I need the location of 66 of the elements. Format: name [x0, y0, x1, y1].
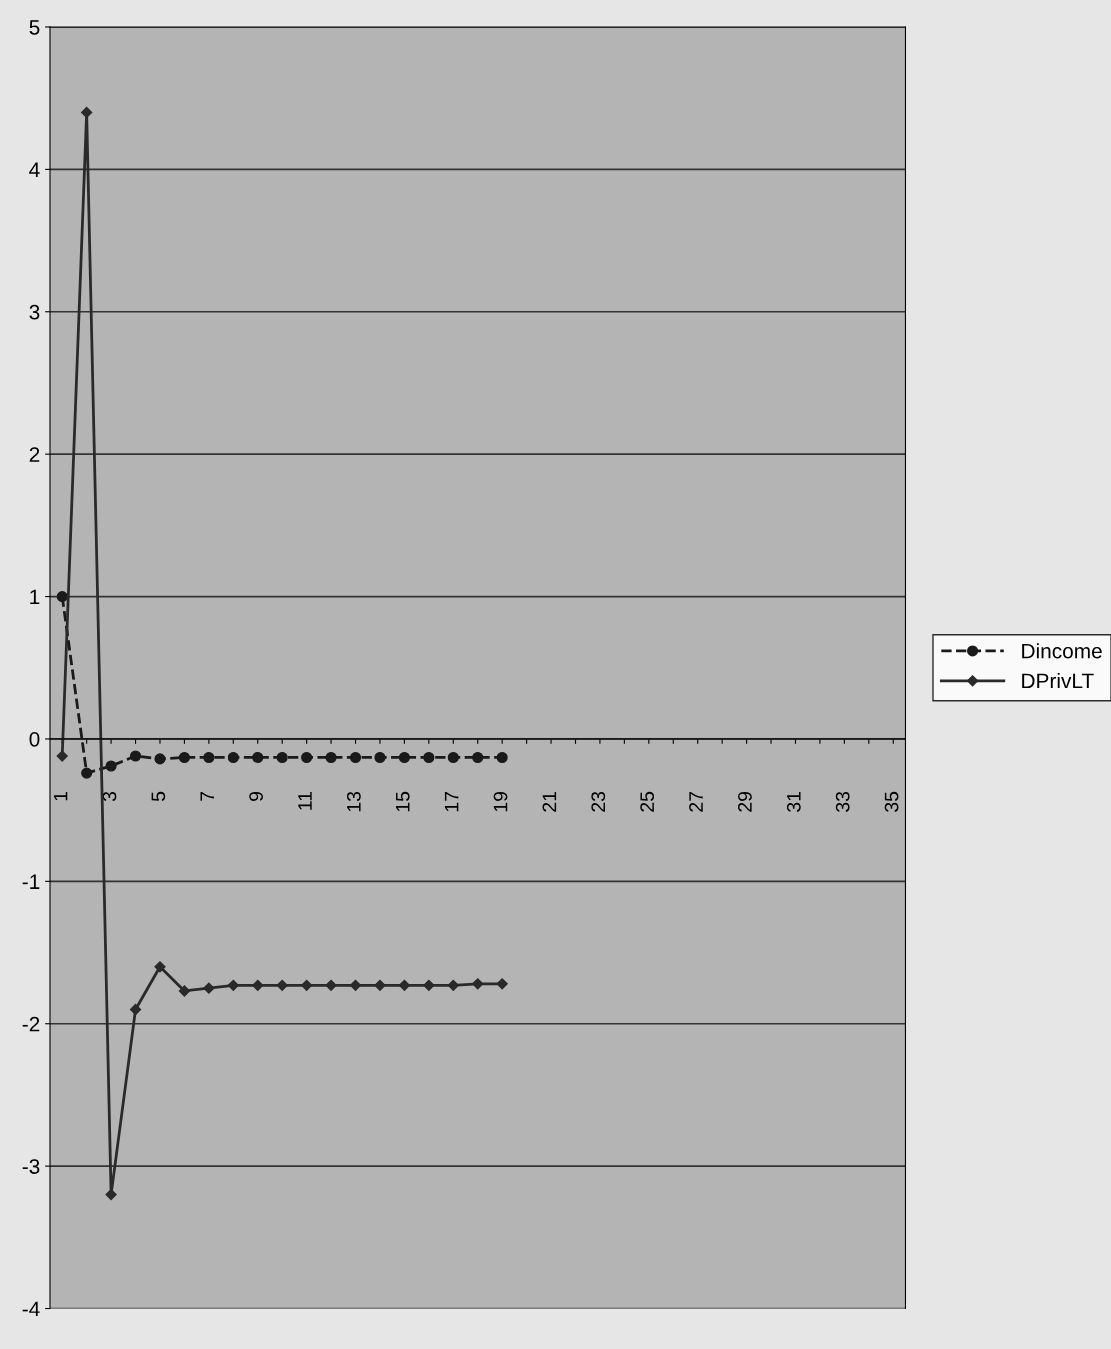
y-tick-label: -3: [22, 1159, 40, 1174]
point: [349, 751, 362, 764]
point: [301, 979, 313, 991]
point: [227, 751, 239, 764]
point: [423, 751, 435, 764]
point: [81, 767, 93, 779]
y-tick-label: 5: [29, 20, 40, 35]
point: [447, 979, 459, 991]
point: [447, 751, 459, 764]
x-tick-label: 35: [884, 791, 899, 812]
y-tick-label: 3: [29, 304, 40, 320]
point: [301, 751, 313, 764]
x-tick-label: 9: [249, 791, 263, 801]
x-tick-label: 7: [200, 792, 214, 801]
point: [496, 751, 508, 764]
point: [398, 751, 410, 764]
x-tick-label: 17: [444, 792, 459, 812]
x-tick-label: 15: [396, 791, 410, 812]
point: [472, 978, 484, 990]
y-tick-label: 4: [29, 162, 40, 177]
point: [496, 978, 508, 990]
point: [252, 751, 264, 764]
y-tick-label: -4: [22, 1301, 40, 1317]
point: [374, 979, 386, 991]
point: [154, 961, 166, 973]
point: [178, 985, 191, 997]
point: [178, 751, 190, 764]
point: [105, 1189, 117, 1201]
x-tick-label: 33: [835, 791, 850, 812]
point: [56, 750, 68, 762]
point: [227, 979, 239, 991]
x-tick-label: 1: [53, 791, 68, 801]
point: [325, 979, 337, 991]
point: [56, 591, 68, 603]
y-tick-label: 2: [29, 447, 40, 462]
x-tick-label: 11: [298, 791, 312, 810]
point: [349, 979, 362, 991]
y-tick-label: 0: [29, 731, 40, 747]
x-tick-label: 19: [493, 791, 508, 812]
y-tick-label: -1: [22, 874, 40, 889]
x-tick-label: 21: [542, 791, 557, 812]
x-tick-label: 29: [738, 791, 752, 812]
x-tick-label: 13: [346, 791, 361, 812]
point: [276, 751, 288, 764]
point: [203, 982, 215, 994]
point: [203, 751, 215, 764]
y-tick-label: 1: [30, 589, 40, 605]
point: [325, 751, 337, 764]
point: [423, 979, 435, 991]
x-tick-label: 31: [786, 791, 801, 812]
legend-label: DPrivLT: [1022, 672, 1094, 689]
x-tick-label: 3: [102, 791, 117, 802]
point: [374, 751, 386, 764]
legend-label: Dincome: [1022, 643, 1102, 659]
point: [129, 750, 142, 762]
x-tick-label: 5: [151, 791, 166, 802]
x-tick-label: 23: [591, 791, 606, 812]
point: [154, 753, 166, 765]
point: [252, 979, 264, 991]
x-tick-label: 25: [640, 791, 655, 812]
point: [129, 1003, 142, 1016]
point: [472, 751, 484, 764]
y-tick-label: -2: [22, 1016, 40, 1032]
point: [276, 979, 288, 991]
point: [105, 760, 117, 772]
x-tick-label: 27: [689, 792, 703, 812]
